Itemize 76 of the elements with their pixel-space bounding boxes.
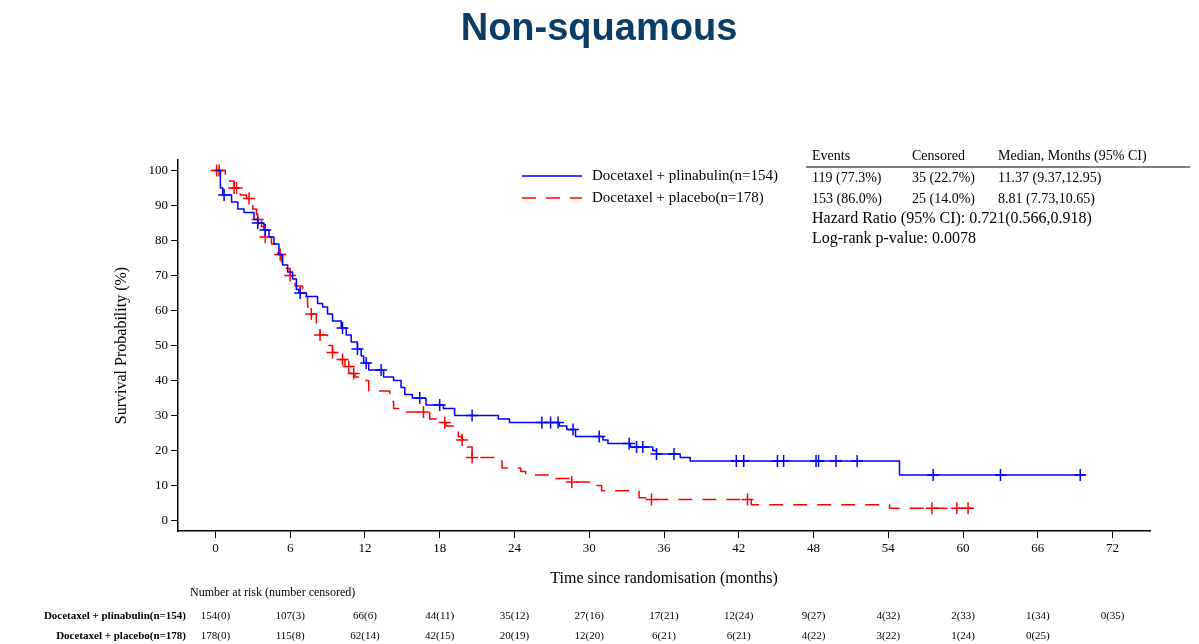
- text: 1(34): [1025, 608, 1051, 622]
- text: Docetaxel + plinabulin(n=154): [43, 608, 187, 622]
- text: Number at risk (number censored): [190, 585, 356, 600]
- y-tick-label: 30: [155, 406, 168, 422]
- annotation: Hazard Ratio (95% CI): 0.721(0.566,0.918): [812, 209, 1092, 228]
- point: [437, 415, 452, 430]
- y-tick-label: 60: [155, 301, 168, 317]
- x-tick-label: 36: [657, 540, 671, 556]
- x-tick-label: 6: [286, 540, 294, 556]
- annotation: Median, Months (95% CI): [998, 147, 1147, 164]
- point: [740, 492, 755, 507]
- x-tick-label: 60: [956, 540, 970, 556]
- text: 44(11): [425, 608, 455, 622]
- text: 0(35): [1100, 608, 1125, 622]
- y-tick-label: 90: [155, 196, 168, 212]
- point: [359, 356, 373, 370]
- point: [242, 191, 256, 206]
- text: 154(0): [200, 608, 231, 622]
- text: 4(22): [801, 628, 826, 642]
- text: 12(24): [724, 608, 754, 622]
- chart-title: Non-squamous: [460, 6, 738, 49]
- x-tick-label: 42: [732, 540, 746, 556]
- annotation: Censored: [912, 147, 965, 163]
- x-tick-label: 48: [807, 540, 821, 556]
- text: 17(21): [649, 608, 679, 622]
- text: 66(6): [353, 608, 378, 622]
- point: [335, 321, 350, 335]
- text: 178(0): [200, 628, 231, 642]
- legend-label: Docetaxel + plinabulin(n=154): [592, 166, 779, 184]
- y-tick-label: 20: [155, 441, 168, 457]
- annotation: 25 (14.0%): [912, 190, 976, 207]
- y-tick-label: 70: [155, 266, 168, 282]
- text: 107(3): [275, 608, 306, 622]
- text: 0(25): [1025, 628, 1051, 642]
- point: [565, 475, 579, 489]
- text: 12(20): [574, 628, 605, 642]
- x-tick-label: 30: [582, 540, 596, 556]
- x-tick-label: 24: [507, 540, 522, 556]
- text: 35(12): [499, 608, 530, 622]
- y-tick-label: 0: [161, 511, 168, 527]
- text: 9(27): [801, 608, 826, 622]
- y-axis-title: Survival Probability (%): [112, 266, 131, 425]
- y-tick-label: 100: [148, 161, 168, 177]
- x-tick-label: 72: [1106, 540, 1120, 556]
- x-tick-label: 18: [433, 540, 447, 556]
- y-tick-label: 80: [155, 231, 168, 247]
- point: [455, 433, 469, 447]
- legend-label: Docetaxel + placebo(n=178): [592, 188, 764, 206]
- x-tick-label: 12: [358, 540, 372, 556]
- text: 6(21): [652, 628, 677, 642]
- text: 3(22): [876, 628, 901, 642]
- annotation: Log-rank p-value: 0.0078: [812, 229, 976, 248]
- y-tick-label: 40: [155, 371, 168, 387]
- text: 42(15): [425, 628, 455, 642]
- text: Docetaxel + placebo(n=178): [56, 628, 187, 642]
- annotation: 35 (22.7%): [912, 169, 976, 186]
- text: 20(19): [499, 628, 530, 642]
- y-tick-label: 10: [155, 476, 168, 492]
- annotation: Events: [812, 147, 851, 163]
- y-tick-label: 50: [155, 336, 168, 352]
- text: 2(33): [951, 608, 976, 622]
- x-tick-label: 0: [212, 540, 219, 556]
- annotation: 11.37 (9.37,12.95): [998, 169, 1102, 186]
- x-tick-label: 54: [881, 540, 896, 556]
- annotation: 153 (86.0%): [812, 190, 883, 207]
- annotation: 119 (77.3%): [812, 169, 882, 186]
- text: 27(16): [574, 608, 605, 622]
- text: 62(14): [350, 628, 380, 642]
- text: 6(21): [726, 628, 752, 642]
- text: 1(24): [951, 628, 976, 642]
- annotation: 8.81 (7.73,10.65): [998, 190, 1096, 207]
- x-tick-label: 66: [1031, 540, 1045, 556]
- x-axis-title: Time since randomisation (months): [550, 569, 778, 588]
- text: 115(8): [275, 628, 305, 642]
- point: [273, 247, 287, 262]
- text: 4(32): [876, 608, 901, 622]
